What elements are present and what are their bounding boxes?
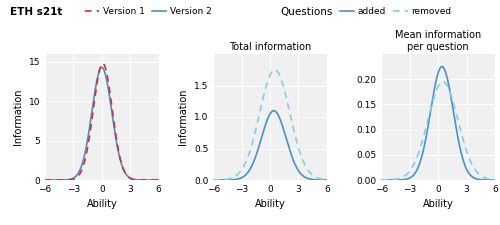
Legend: added, removed: added, removed [340,7,452,16]
Title: Mean information
per question: Mean information per question [395,30,482,52]
Legend: Version 1, Version 2: Version 1, Version 2 [84,7,212,16]
X-axis label: Ability: Ability [423,199,454,209]
Text: ETH s21t: ETH s21t [10,7,62,17]
X-axis label: Ability: Ability [254,199,286,209]
Title: Total information: Total information [229,42,311,52]
Text: Questions: Questions [280,7,332,17]
X-axis label: Ability: Ability [86,199,117,209]
Y-axis label: Information: Information [178,89,188,145]
Y-axis label: Information: Information [13,89,23,145]
